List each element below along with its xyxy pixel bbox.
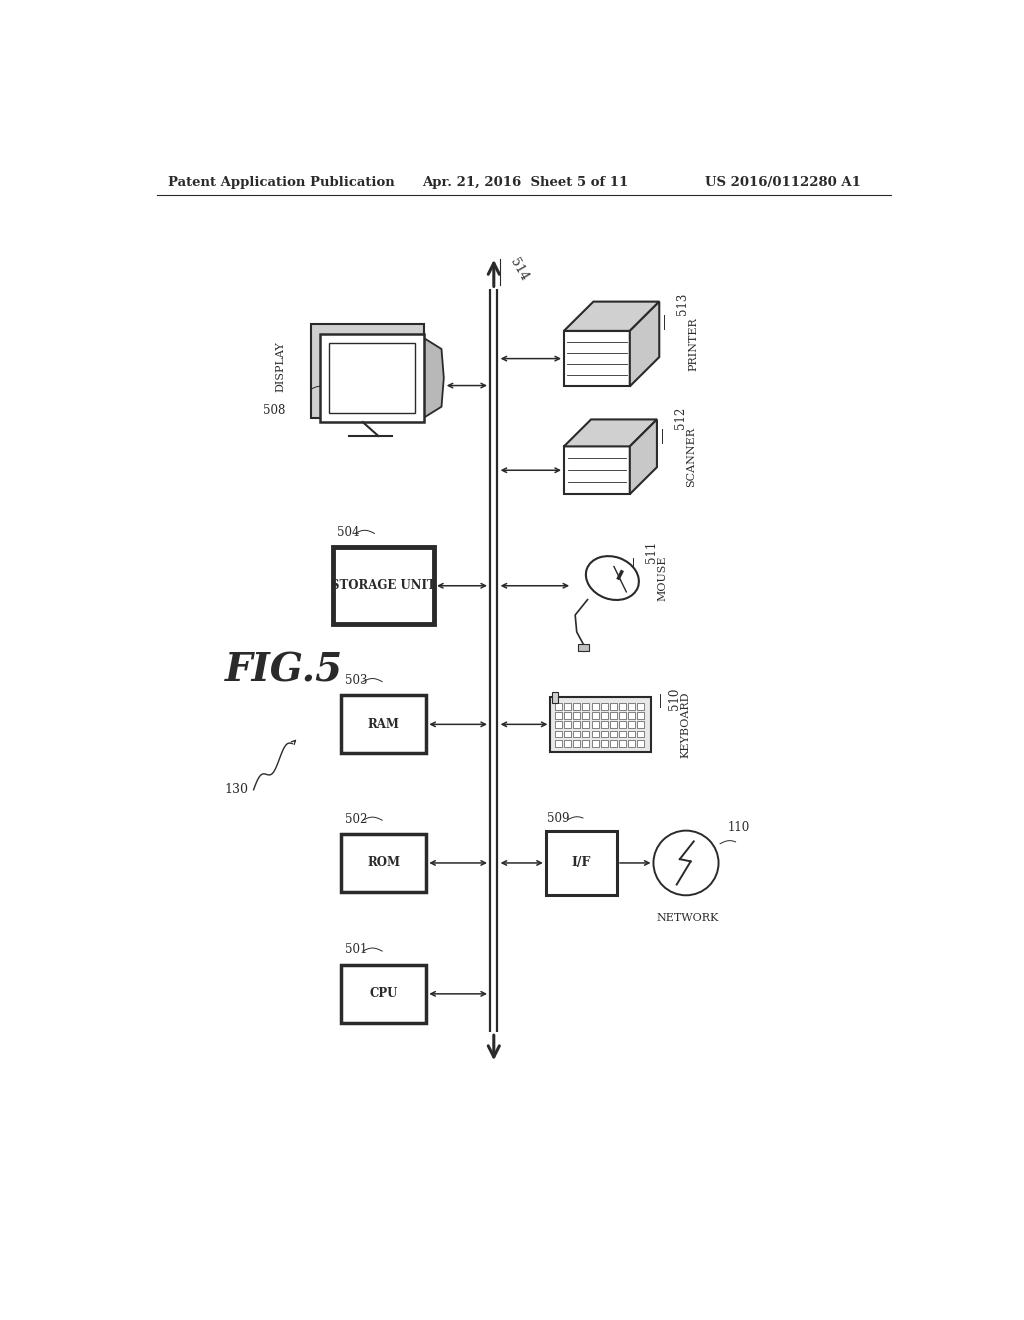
Bar [564,711,571,719]
Text: I/F: I/F [571,857,591,870]
Bar [620,721,626,729]
Bar [555,739,562,747]
Bar [628,739,635,747]
Bar [592,739,599,747]
Bar [583,702,590,710]
Text: ROM: ROM [368,857,400,870]
Text: 110: 110 [728,821,751,834]
Text: 512: 512 [674,407,687,429]
Bar [329,343,415,413]
Polygon shape [423,338,443,418]
Bar [334,548,434,624]
Text: 513: 513 [676,293,689,315]
Bar [564,739,571,747]
Bar [564,446,630,494]
Text: PRINTER: PRINTER [689,317,698,371]
Bar [601,730,607,738]
Bar [552,692,558,702]
Bar [573,711,581,719]
Circle shape [653,830,719,895]
Bar [555,721,562,729]
Bar [601,721,607,729]
Bar [592,702,599,710]
Polygon shape [630,302,659,387]
Bar [546,832,617,895]
Bar [583,721,590,729]
Bar [601,711,607,719]
Bar [610,711,616,719]
Bar [637,730,644,738]
Text: KEYBOARD: KEYBOARD [681,692,690,758]
Text: DISPLAY: DISPLAY [274,341,285,392]
Text: 511: 511 [645,540,658,562]
Bar [341,965,426,1023]
Bar [592,730,599,738]
Polygon shape [564,302,659,331]
Text: CPU: CPU [370,987,398,1001]
Text: 514: 514 [508,256,531,284]
Bar [620,739,626,747]
Bar [573,739,581,747]
Bar [601,702,607,710]
Bar [628,730,635,738]
Bar [637,711,644,719]
Bar [564,331,630,387]
Text: 503: 503 [345,675,368,686]
Bar [610,730,616,738]
Bar [637,739,644,747]
Bar [592,711,599,719]
Bar [620,730,626,738]
Bar [583,711,590,719]
Bar [555,730,562,738]
Bar [564,702,571,710]
Text: STORAGE UNIT: STORAGE UNIT [332,579,436,593]
Text: Patent Application Publication: Patent Application Publication [168,176,395,189]
Text: RAM: RAM [368,718,399,731]
Bar [610,739,616,747]
Text: 508: 508 [262,404,285,417]
Bar [341,834,426,892]
Bar [592,721,599,729]
Text: FIG.5: FIG.5 [225,652,343,689]
Bar [555,702,562,710]
Bar [628,721,635,729]
Text: 509: 509 [547,812,569,825]
Text: Apr. 21, 2016  Sheet 5 of 11: Apr. 21, 2016 Sheet 5 of 11 [423,176,629,189]
Ellipse shape [586,556,639,601]
Polygon shape [630,420,657,494]
Bar [628,711,635,719]
Bar [573,730,581,738]
Bar [601,739,607,747]
Bar [341,696,426,754]
Bar [579,644,589,651]
Bar [319,334,424,422]
Bar [564,721,571,729]
Bar [583,739,590,747]
Text: 501: 501 [345,944,368,957]
Bar [637,721,644,729]
Bar [620,702,626,710]
Bar [564,730,571,738]
Bar [573,721,581,729]
Bar [628,702,635,710]
Text: 502: 502 [345,813,368,825]
Bar [310,323,424,418]
Text: 510: 510 [669,688,681,710]
Bar [550,697,651,752]
Text: US 2016/0112280 A1: US 2016/0112280 A1 [706,176,861,189]
Bar [573,702,581,710]
Text: SCANNER: SCANNER [686,426,696,487]
Bar [555,711,562,719]
Bar [610,702,616,710]
Text: 130: 130 [225,783,249,796]
Bar [610,721,616,729]
Text: NETWORK: NETWORK [656,913,719,923]
Bar [583,730,590,738]
Text: MOUSE: MOUSE [657,556,668,601]
Text: 504: 504 [337,525,359,539]
Polygon shape [564,420,657,446]
Bar [620,711,626,719]
Bar [637,702,644,710]
